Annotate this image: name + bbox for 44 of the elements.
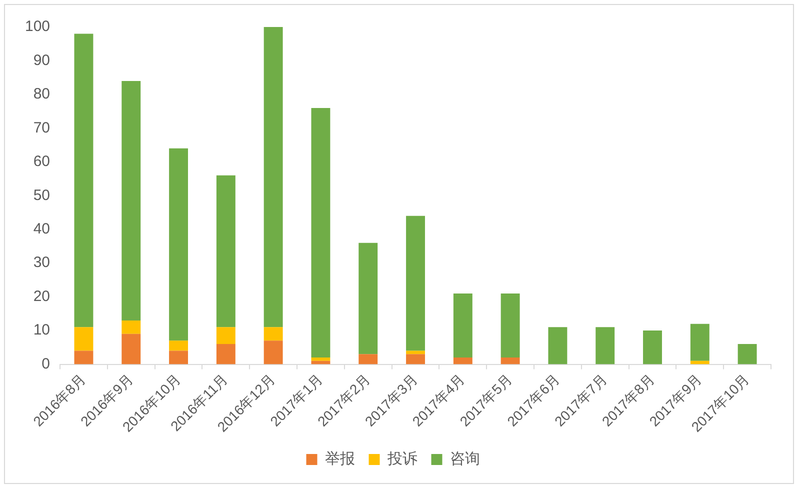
- y-tick-label: 0: [42, 355, 50, 372]
- bar: [216, 175, 236, 328]
- bar: [74, 34, 94, 328]
- bar: [358, 242, 378, 354]
- bar: [738, 344, 757, 364]
- bar: [122, 320, 141, 334]
- bar: [264, 27, 283, 328]
- bar: [500, 358, 520, 364]
- bar: [358, 354, 378, 364]
- bar: [216, 327, 236, 344]
- y-tick-label: 50: [33, 186, 50, 204]
- y-tick-label: 20: [33, 288, 50, 305]
- y-tick-label: 70: [33, 119, 50, 136]
- legend-label: 投诉: [386, 450, 418, 468]
- y-tick-label: 90: [33, 52, 50, 69]
- bar: [453, 358, 472, 364]
- y-tick-label: 80: [33, 86, 50, 103]
- bar: [453, 293, 472, 358]
- bar: [74, 327, 94, 351]
- bar: [169, 148, 188, 341]
- y-tick-label: 40: [33, 220, 50, 238]
- y-tick-label: 30: [33, 254, 50, 272]
- legend-label: 举报: [324, 450, 355, 468]
- bar: [311, 358, 330, 361]
- bar: [264, 327, 283, 341]
- bar: [406, 354, 425, 364]
- bar: [74, 350, 94, 364]
- y-tick-label: 10: [33, 322, 50, 339]
- legend-label: 咨询: [450, 450, 480, 468]
- bar: [643, 330, 662, 364]
- bar: [169, 340, 188, 351]
- bar: [216, 344, 236, 364]
- y-tick-label: 60: [33, 153, 50, 170]
- bar: [690, 324, 710, 361]
- y-tick-label: 100: [24, 18, 50, 36]
- bar: [122, 334, 141, 364]
- bar: [406, 216, 425, 351]
- bar: [264, 340, 283, 364]
- bar: [500, 293, 520, 358]
- bar: [596, 327, 615, 364]
- bar: [169, 350, 188, 364]
- bar: [548, 327, 568, 364]
- bar: [311, 108, 330, 358]
- bar: [122, 80, 141, 320]
